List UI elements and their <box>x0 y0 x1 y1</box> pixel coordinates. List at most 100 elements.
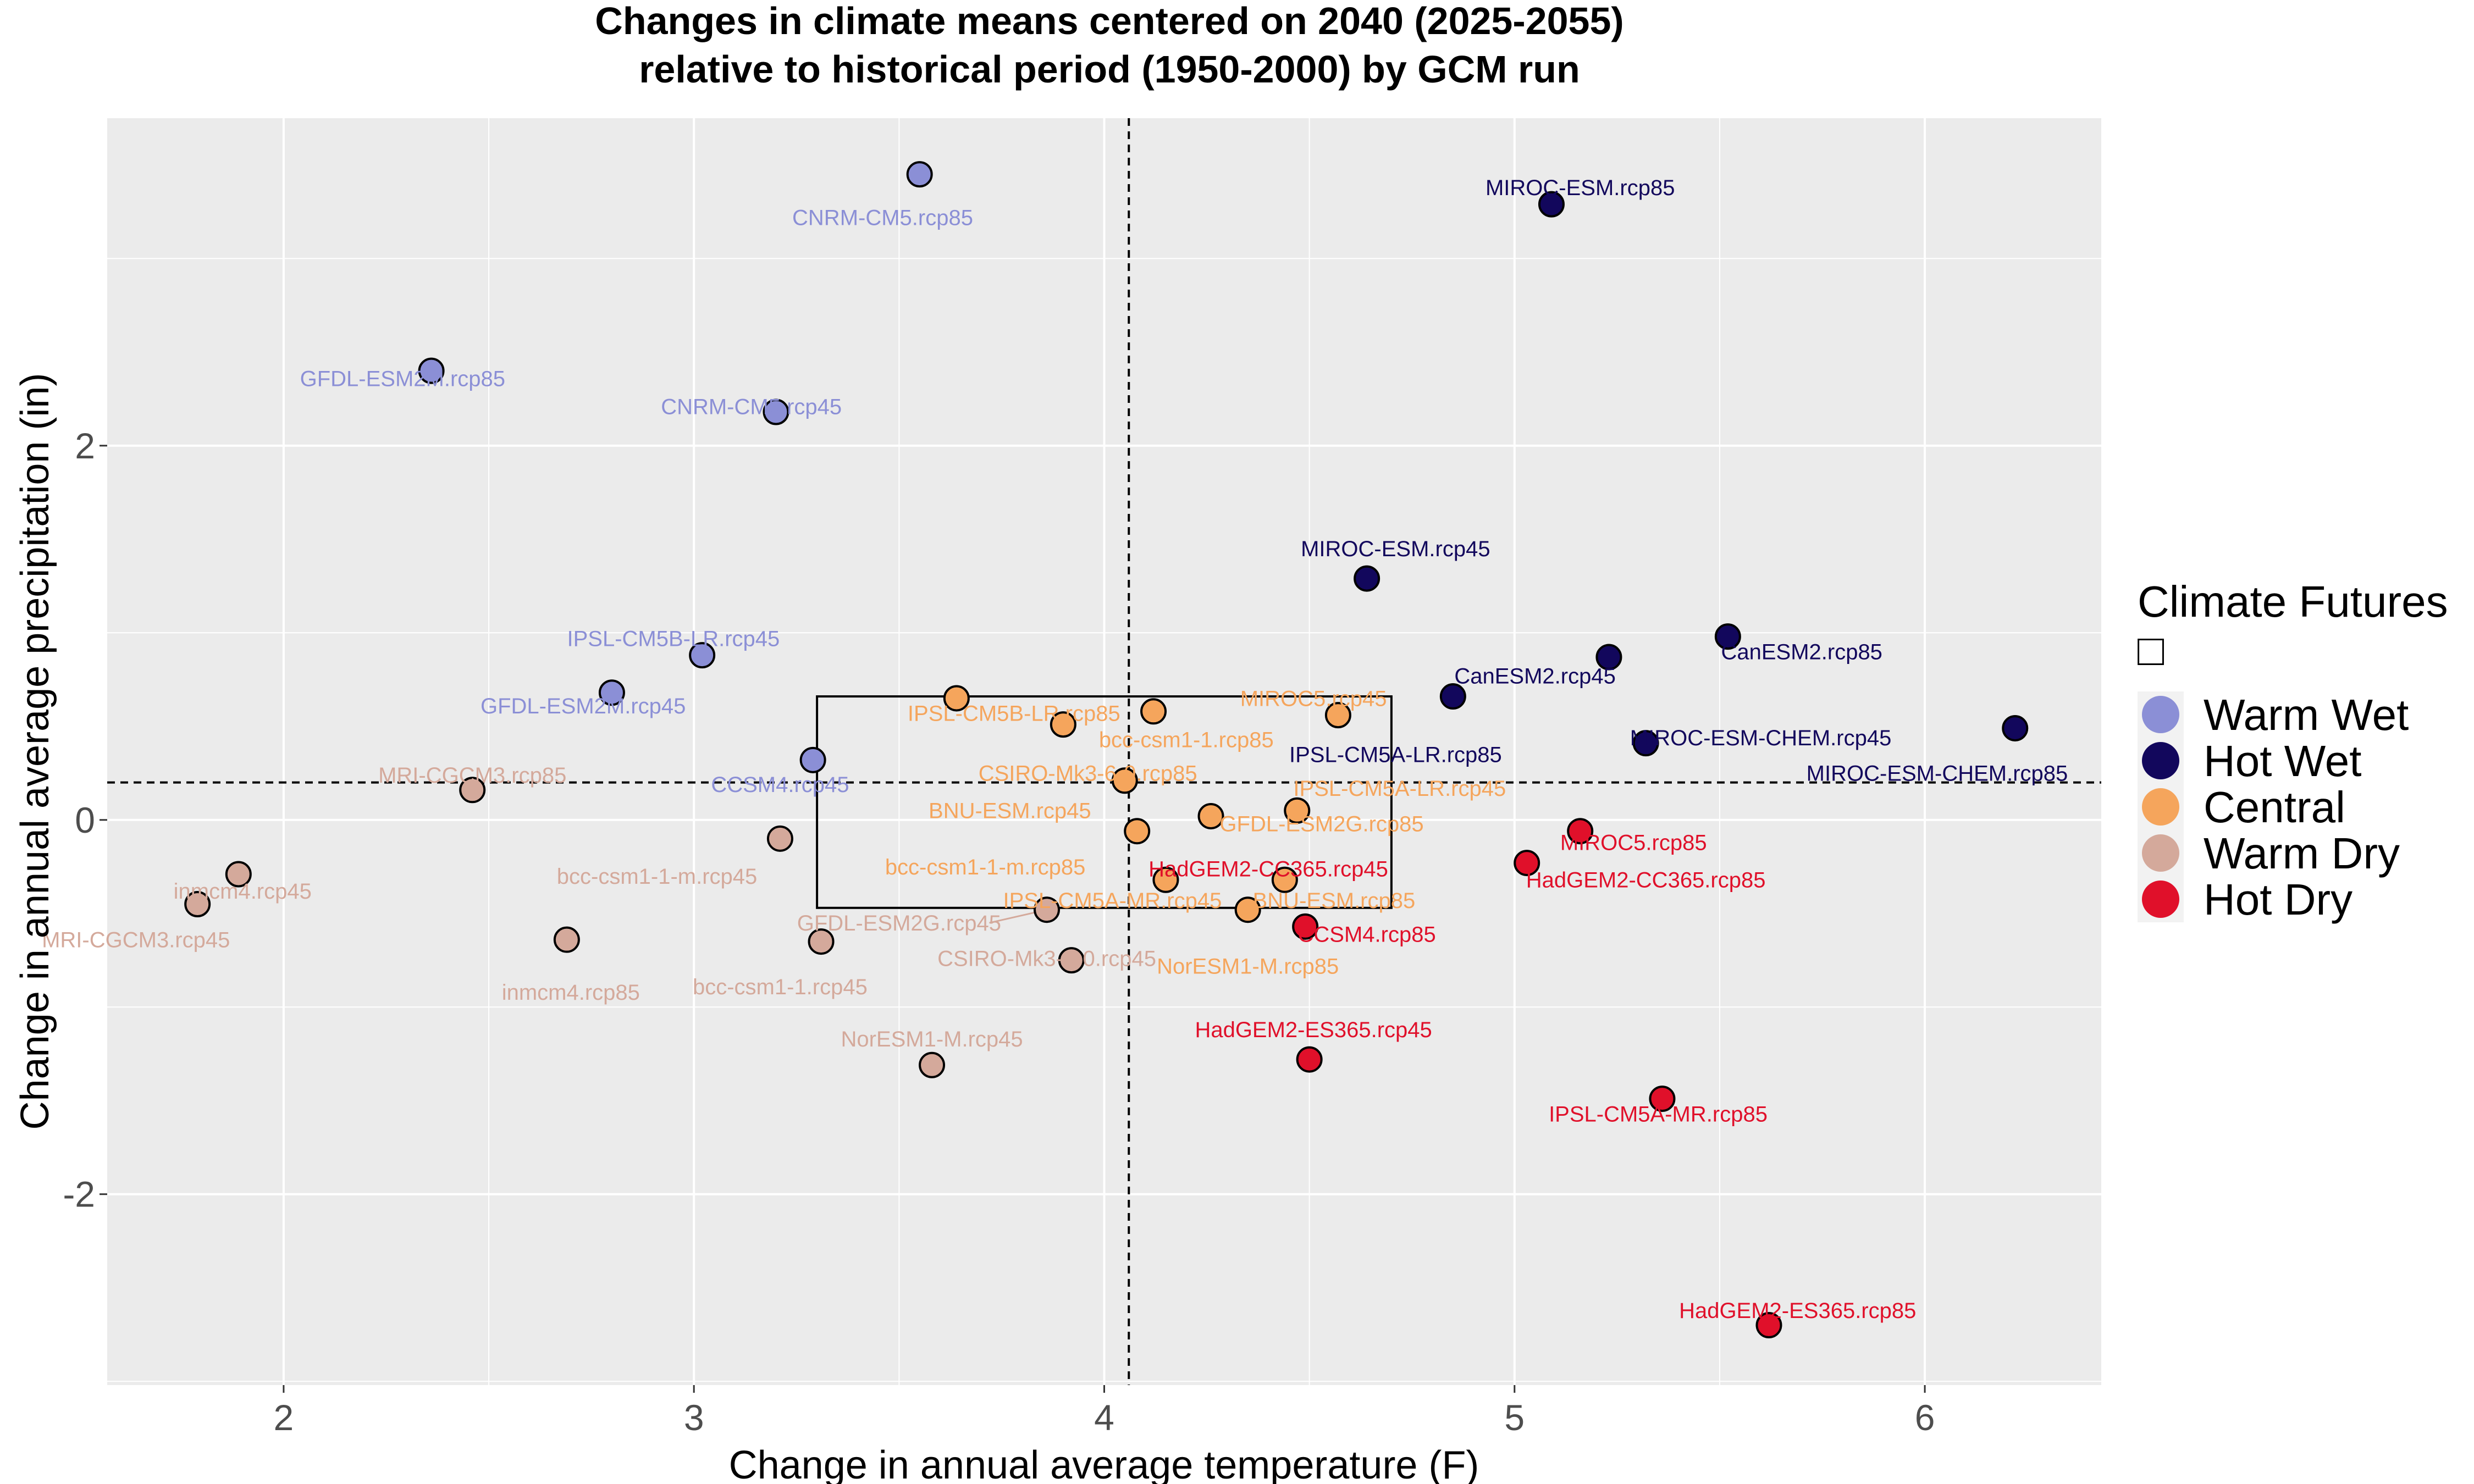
legend-label: Warm Wet <box>2204 690 2409 739</box>
data-point <box>1050 711 1076 738</box>
point-label: NorESM1-M.rcp85 <box>1157 954 1339 978</box>
point-label: MRI-CGCM3.rcp45 <box>42 928 230 953</box>
point-label: MIROC-ESM-CHEM.rcp85 <box>1807 762 2068 786</box>
legend-title: Climate Futures <box>2138 577 2448 626</box>
x-tick-label: 4 <box>1094 1397 1114 1438</box>
point-label: MIROC5.rcp45 <box>1240 686 1387 711</box>
point-label: inmcm4.rcp85 <box>502 981 640 1005</box>
point-label: BNU-ESM.rcp45 <box>929 799 1091 823</box>
point-label: CCSM4.rcp45 <box>711 773 849 797</box>
point-label: MRI-CGCM3.rcp85 <box>378 763 566 788</box>
data-point <box>766 825 793 852</box>
data-point <box>808 928 835 955</box>
point-label: NorESM1-M.rcp45 <box>841 1027 1023 1051</box>
data-point <box>799 746 826 773</box>
x-axis-title: Change in annual average temperature (F) <box>729 1443 1479 1484</box>
point-label: GFDL-ESM2M.rcp45 <box>481 694 686 718</box>
data-point <box>763 398 789 425</box>
point-label: CSIRO-Mk3-6-0.rcp45 <box>937 947 1156 971</box>
point-labels: CNRM-CM5.rcp85 GFDL-ESM2M.rcp85 CNRM-CM5.r… <box>42 176 2068 1323</box>
data-point <box>1234 896 1261 923</box>
point-label: bcc-csm1-1.rcp45 <box>693 975 868 999</box>
legend-label: Central <box>2204 783 2345 832</box>
x-tick-label: 5 <box>1504 1397 1525 1438</box>
legend-key-swatch <box>2142 696 2179 733</box>
point-label: bcc-csm1-1.rcp85 <box>1099 728 1274 752</box>
legend-subtitle-glyph: □ <box>2138 625 2164 674</box>
point-label: inmcm4.rcp45 <box>174 879 312 904</box>
data-point <box>1714 623 1741 650</box>
point-label: CNRM-CM5.rcp85 <box>792 206 973 230</box>
data-point <box>919 1051 946 1078</box>
point-label: IPSL-CM5B-LR.rcp45 <box>567 627 780 651</box>
y-tick-label: -2 <box>63 1174 95 1215</box>
data-point <box>1538 191 1565 218</box>
y-tick-label: 2 <box>75 425 95 466</box>
data-point <box>1058 947 1085 974</box>
point-label: MIROC-ESM.rcp85 <box>1485 176 1675 200</box>
data-point <box>418 357 445 384</box>
data-point <box>689 642 716 669</box>
y-tick-label: 0 <box>75 800 95 840</box>
point-label: CNRM-CM5.rcp45 <box>661 395 842 419</box>
x-tick-label: 6 <box>1915 1397 1935 1438</box>
data-point <box>1595 644 1622 671</box>
legend-key-swatch <box>2142 881 2179 918</box>
data-point <box>1152 866 1179 893</box>
data-point <box>1354 565 1380 592</box>
data-point <box>225 861 252 888</box>
x-tick-label: 3 <box>684 1397 704 1438</box>
chart-title-line-1: Changes in climate means centered on 204… <box>595 0 1623 42</box>
data-point <box>1755 1312 1782 1339</box>
data-point <box>1649 1086 1676 1112</box>
point-label: IPSL-CM5A-MR.rcp85 <box>1549 1102 1768 1126</box>
data-point <box>1124 818 1151 845</box>
data-point <box>1567 818 1594 845</box>
central-box-rect <box>816 695 1393 909</box>
data-point <box>1271 866 1298 893</box>
data-point <box>1197 802 1224 829</box>
point-label: HadGEM2-ES365.rcp45 <box>1195 1018 1432 1042</box>
x-tick-label: 2 <box>274 1397 294 1438</box>
chart-title-line-2: relative to historical period (1950-2000… <box>639 48 1580 91</box>
point-label: CCSM4.rcp85 <box>1298 922 1436 946</box>
data-point <box>1632 730 1659 757</box>
legend-label: Hot Wet <box>2204 737 2362 785</box>
data-point <box>1296 1046 1323 1073</box>
point-label: CSIRO-Mk3-6-0.rcp85 <box>979 762 1197 786</box>
point-label: MIROC-ESM-CHEM.rcp45 <box>1630 726 1892 750</box>
legend-key-swatch <box>2142 788 2179 826</box>
data-point <box>459 777 486 804</box>
data-point <box>553 926 580 953</box>
data-point <box>2002 715 2029 741</box>
reference-lines <box>107 118 2101 1385</box>
point-label: IPSL-CM5B-LR.rcp85 <box>908 702 1120 726</box>
data-point <box>943 685 970 712</box>
data-points <box>184 161 2029 1339</box>
point-label: bcc-csm1-1-m.rcp85 <box>885 855 1086 879</box>
point-label: GFDL-ESM2M.rcp85 <box>300 367 505 391</box>
point-label: MIROC5.rcp85 <box>1560 831 1707 855</box>
point-label: HadGEM2-CC365.rcp85 <box>1526 868 1766 893</box>
point-label: GFDL-ESM2G.rcp85 <box>1219 812 1423 837</box>
point-label: IPSL-CM5A-LR.rcp45 <box>1293 777 1506 801</box>
point-label: bcc-csm1-1-m.rcp45 <box>557 865 758 889</box>
point-label: HadGEM2-ES365.rcp85 <box>1679 1299 1916 1323</box>
axis-ticks: 2 3 4 5 6 -2 0 2 <box>63 425 1935 1438</box>
data-point <box>906 161 933 188</box>
legend-key-swatch <box>2142 742 2179 779</box>
point-label: BNU-ESM.rcp85 <box>1253 889 1416 913</box>
legend-key-swatch <box>2142 834 2179 872</box>
grid-lines <box>107 118 2101 1385</box>
point-label: IPSL-CM5A-LR.rcp85 <box>1289 743 1502 767</box>
point-label: CanESM2.rcp85 <box>1721 640 1882 664</box>
data-point <box>1324 702 1351 729</box>
point-label: HadGEM2-CC365.rcp45 <box>1148 857 1388 881</box>
legend-label: Warm Dry <box>2204 829 2400 878</box>
data-point <box>1292 913 1319 940</box>
point-label: IPSL-CM5A-MR.rcp45 <box>1003 889 1222 913</box>
data-point <box>1111 767 1138 794</box>
